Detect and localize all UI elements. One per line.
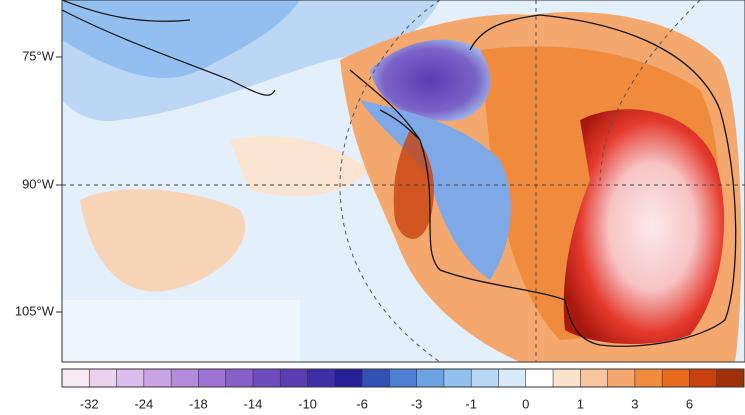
colorbar-swatch: [662, 369, 690, 387]
colorbar-swatch: [307, 369, 336, 387]
lat-label: 105°W: [15, 303, 55, 318]
colorbar: -32 -24 -18 -14 -10 -6 -3 -1 0 1 3 6: [61, 368, 745, 411]
colorbar-swatch: [634, 369, 663, 387]
colorbar-swatch: [689, 369, 718, 387]
colorbar-swatch: [362, 369, 390, 387]
colorbar-label: -6: [356, 396, 368, 411]
lat-label: 90°W: [22, 176, 55, 191]
colorbar-label: 0: [522, 396, 529, 411]
colorbar-swatch: [525, 369, 554, 387]
colorbar-swatch: [498, 369, 527, 387]
colorbar-swatch: [143, 369, 172, 387]
map-area: [62, 0, 745, 362]
colorbar-frame: [61, 368, 745, 388]
colorbar-label: 3: [631, 396, 638, 411]
colorbar-swatch: [171, 369, 199, 387]
colorbar-label: -14: [244, 396, 263, 411]
colorbar-swatch: [716, 369, 745, 387]
colorbar-swatch: [471, 369, 499, 387]
colorbar-label: 1: [577, 396, 584, 411]
colorbar-swatch: [443, 369, 472, 387]
colorbar-swatch: [334, 369, 363, 387]
colorbar-swatch: [116, 369, 145, 387]
colorbar-swatch: [580, 369, 609, 387]
colorbar-label: -18: [189, 396, 208, 411]
colorbar-label: 6: [686, 396, 693, 411]
colorbar-label: -10: [298, 396, 317, 411]
lat-label: 75°W: [22, 48, 55, 63]
colorbar-swatch: [62, 369, 90, 387]
colorbar-label: -32: [80, 396, 99, 411]
colorbar-swatch: [252, 369, 281, 387]
colorbar-swatch: [389, 369, 418, 387]
colorbar-label: -1: [465, 396, 477, 411]
colorbar-swatch: [198, 369, 227, 387]
colorbar-label: -3: [411, 396, 423, 411]
colorbar-swatch: [225, 369, 254, 387]
colorbar-swatch: [553, 369, 581, 387]
colorbar-swatch: [89, 369, 118, 387]
colorbar-swatch: [607, 369, 636, 387]
colorbar-swatch: [416, 369, 445, 387]
map-frame: [61, 0, 745, 363]
colorbar-swatch: [280, 369, 309, 387]
colorbar-label: -24: [134, 396, 153, 411]
